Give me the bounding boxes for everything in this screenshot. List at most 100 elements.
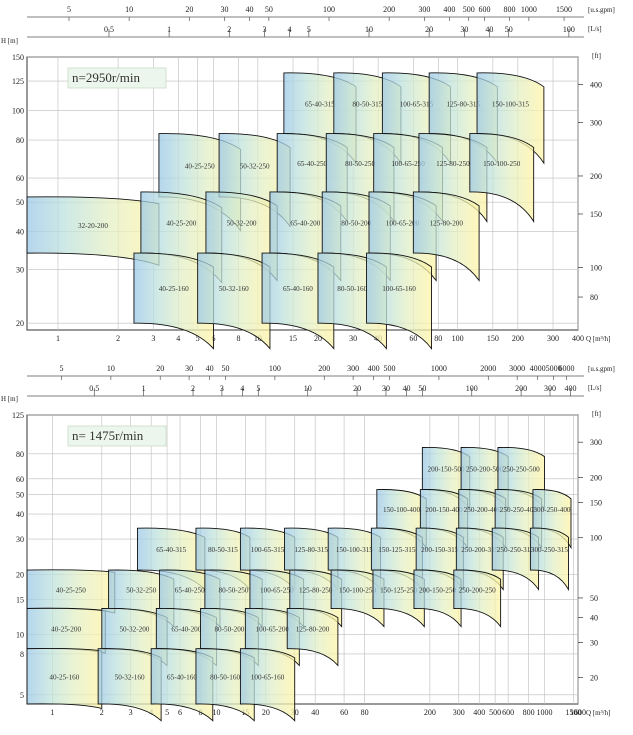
ls-tick-label: 50 [505,25,513,34]
gpm-tick-label: 2000 [480,364,496,373]
x-tick-label: 200 [512,334,524,343]
x-tick-label: 2 [116,334,120,343]
x-tick-label: 15 [289,334,297,343]
y-tick-label: 50 [16,198,24,207]
pump-zone-label: 65-40-250 [297,160,327,168]
gpm-axis-label: [u.s.gpm] [588,365,615,373]
ls-tick-label: 2 [191,384,195,393]
y-tick-label: 10 [16,631,24,640]
y-tick-label: 100 [12,107,24,116]
ls-tick-label: 20 [353,384,361,393]
pump-zone-label: 250-250-315 [497,546,535,554]
pump-zone-label: 150-100-250 [483,160,521,168]
y-tick-label: 50 [16,491,24,500]
pump-zone-label: 150-100-315 [492,100,530,108]
pump-zone-label: 300-250-400 [533,506,571,514]
x-tick-label: 1 [50,708,54,717]
y-axis-right-label: [ft] [592,52,601,60]
pump-zone-label: 200-150-250 [419,586,457,594]
x-tick-label: 80 [434,334,442,343]
pump-zone-label: 100-65-160 [382,285,416,293]
pump-zone-label: 50-32-200 [119,626,149,634]
ls-tick-label: 200 [515,384,527,393]
speed-label-box [67,425,167,447]
y-tick-label: 60 [16,174,24,183]
x-tick-label: 100 [452,334,464,343]
y-tick-label: 5 [20,691,24,700]
pump-zone-label: 150-125-315 [378,546,416,554]
ft-tick-label: 100 [590,534,602,543]
ls-tick-label: 2 [227,25,231,34]
pump-zone-label: 40-25-200 [51,626,81,634]
gpm-tick-label: 30 [185,364,193,373]
ls-tick-label: 5 [307,25,311,34]
gpm-axis-label: [u.s.gpm] [588,6,615,14]
pump-zone-label: 200-150-315 [421,546,459,554]
pump-zone-label: 80-50-200 [341,220,371,228]
x-tick-label: 40 [311,708,319,717]
gpm-tick-label: 40 [245,5,253,14]
pump-zone-label: 100-65-250 [260,586,294,594]
y-tick-label: 80 [16,136,24,145]
speed-label-box [67,67,167,89]
ls-tick-label: 5 [256,384,260,393]
gpm-tick-label: 500 [384,364,396,373]
pump-zone [469,133,535,224]
gpm-tick-label: 1000 [521,5,537,14]
ft-tick-label: 200 [590,172,602,181]
pump-zone-label: 65-40-315 [305,100,335,108]
pump-zone [529,527,569,592]
ls-tick-label: 1 [142,384,146,393]
pump-zone-label: 80-50-250 [219,586,249,594]
pump-zone-label: 50-32-250 [126,586,156,594]
pump-zone-label: 200-150-400 [425,506,463,514]
x-axis-label: Q [m³/h] [586,709,610,717]
x-tick-label: 1000 [537,708,553,717]
x-axis-label: Q [m³/h] [586,335,610,343]
x-tick-label: 5 [165,708,169,717]
x-tick-label: 60 [409,334,417,343]
ls-tick-label: 10 [365,25,373,34]
ls-tick-label: 1 [167,25,171,34]
y-axis-label: H [m] [1,37,18,45]
pump-zone-label: 50-32-160 [219,285,249,293]
pump-zone-label: 100-65-315 [251,546,285,554]
ls-tick-label: 50 [418,384,426,393]
pump-zone-label: 40-25-200 [166,220,196,228]
gpm-tick-label: 1500 [556,5,572,14]
ls-tick-label: 4 [287,25,291,34]
pump-zone-label: 65-40-250 [175,586,205,594]
gpm-tick-label: 300 [347,364,359,373]
pump-zone-label: 250-200-400 [464,506,502,514]
ft-tick-label: 200 [590,473,602,482]
gpm-tick-label: 200 [318,364,330,373]
x-tick-label: 400 [473,708,485,717]
ls-axis-label: [L/s] [588,384,602,392]
ls-tick-label: 400 [564,384,576,393]
gpm-tick-label: 300 [418,5,430,14]
pump-zone-label: 65-40-315 [156,546,186,554]
ft-tick-label: 300 [590,118,602,127]
y-tick-label: 125 [12,77,24,86]
gpm-tick-label: 100 [269,364,281,373]
pump-zone-label: 150-100-315 [336,546,374,554]
y-tick-label: 125 [12,411,24,420]
y-tick-label: 8 [20,650,24,659]
gpm-tick-label: 20 [156,364,164,373]
ls-tick-label: 40 [402,384,410,393]
pump-zone-label: 40-25-160 [159,285,189,293]
y-tick-label: 40 [16,228,24,237]
pump-zone-label: 80-50-200 [214,626,244,634]
ls-tick-label: 30 [382,384,390,393]
pump-zone-label: 65-40-160 [167,673,197,681]
ls-tick-label: 100 [563,25,575,34]
pump-zone-label: 100-65-250 [391,160,425,168]
pump-zone-label: 65-40-160 [283,285,313,293]
x-tick-label: 5 [196,334,200,343]
gpm-tick-label: 1000 [431,364,447,373]
ls-tick-label: 3 [220,384,224,393]
ft-tick-label: 50 [590,594,598,603]
ls-tick-label: 0.5 [89,384,99,393]
ls-tick-label: 10 [304,384,312,393]
